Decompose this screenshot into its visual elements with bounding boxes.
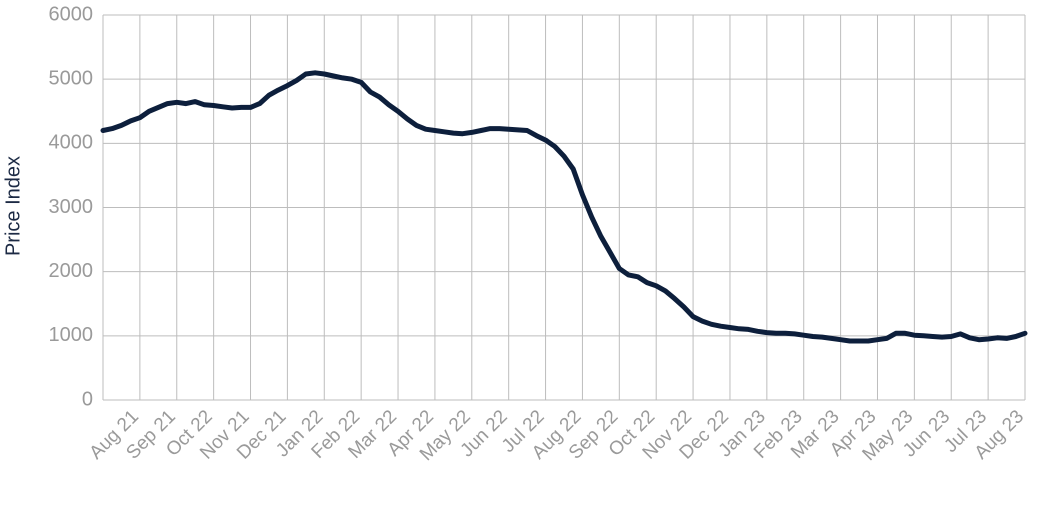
y-tick-label: 4000 xyxy=(49,132,94,154)
price-line xyxy=(100,70,1028,344)
y-axis-label: Price Index xyxy=(2,156,24,256)
y-tick-label: 3000 xyxy=(49,196,94,218)
y-tick-label: 6000 xyxy=(49,3,94,25)
y-tick-label: 0 xyxy=(82,388,93,410)
y-tick-label: 5000 xyxy=(49,67,94,89)
y-tick-label: 1000 xyxy=(49,324,94,346)
y-tick-label: 2000 xyxy=(49,260,94,282)
